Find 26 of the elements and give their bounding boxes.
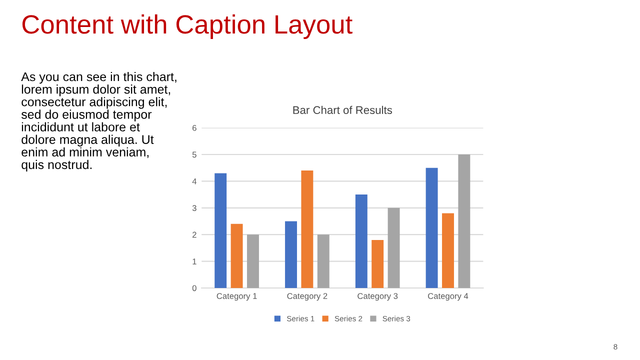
- y-tick-label: 0: [192, 285, 196, 292]
- bar: [285, 221, 297, 288]
- y-tick-label: 3: [192, 205, 196, 211]
- text: Content with Caption Layout: [22, 14, 352, 39]
- bar: [247, 234, 259, 288]
- bar: [214, 173, 227, 288]
- x-tick-label: Category 3: [358, 293, 398, 301]
- y-tick-label: 5: [192, 152, 196, 158]
- y-tick-label: 6: [192, 125, 196, 131]
- bar: [426, 168, 438, 288]
- x-tick-label: Category 2: [287, 293, 328, 301]
- y-tick-label: 4: [192, 178, 196, 184]
- bar: [372, 240, 384, 288]
- x-tick-label: Category 1: [216, 293, 257, 301]
- chart-title: Bar Chart of Results: [293, 106, 392, 114]
- text: As you can see in this chart, lorem ipsum dolor sit amet, consectetur adipiscing elit, sed do eiusmod tempor incididunt ut labore et dolore magna aliqua. Ut enim ad minim veniam, quis nostrud.: [21, 72, 176, 172]
- bar: [230, 224, 243, 288]
- bar: [355, 194, 368, 288]
- bar: [458, 154, 470, 288]
- bar: [301, 170, 314, 288]
- bar: [442, 213, 454, 288]
- y-tick-label: 2: [192, 232, 196, 238]
- bar: [388, 208, 400, 288]
- bar: [317, 234, 330, 288]
- x-tick-label: Category 4: [428, 293, 468, 301]
- y-tick-label: 1: [192, 258, 196, 264]
